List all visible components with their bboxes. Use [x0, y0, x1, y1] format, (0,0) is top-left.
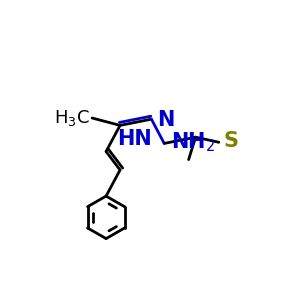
Text: NH$_2$: NH$_2$	[171, 130, 215, 154]
Text: N: N	[157, 110, 175, 130]
Text: S: S	[224, 131, 239, 151]
Text: HN: HN	[117, 129, 152, 149]
Text: H$_3$C: H$_3$C	[54, 108, 90, 128]
